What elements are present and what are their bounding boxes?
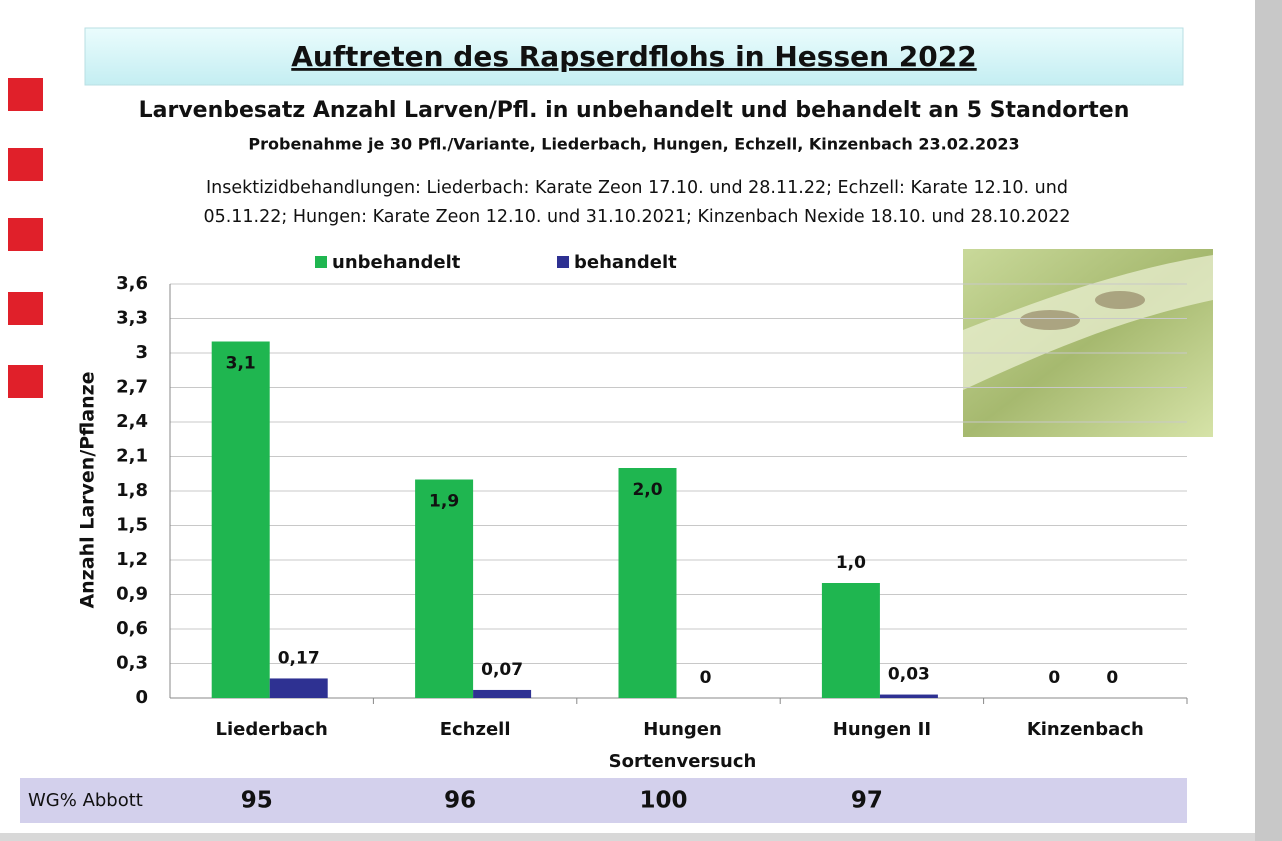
data-label: 3,1 [226, 354, 256, 374]
y-tick-label: 0,6 [116, 618, 148, 639]
data-label: 0 [700, 668, 712, 688]
abbott-value: 96 [444, 788, 476, 814]
y-tick-label: 3 [135, 342, 148, 363]
data-label: 1,9 [429, 492, 459, 512]
chart-title: Auftreten des Rapserdflohs in Hessen 202… [291, 40, 976, 73]
data-label: 0 [1106, 668, 1118, 688]
y-tick-label: 0,9 [116, 584, 148, 605]
y-tick-label: 1,2 [116, 549, 148, 570]
bar [211, 341, 270, 698]
data-label: 1,0 [836, 553, 866, 573]
y-tick-label: 3,3 [116, 308, 148, 329]
bar [879, 694, 938, 698]
y-tick-label: 1,8 [116, 480, 148, 501]
subtitle2: Probenahme je 30 Pfl./Variante, Liederba… [248, 135, 1019, 154]
bar [618, 468, 677, 698]
legend-swatch [315, 256, 327, 268]
y-tick-label: 0 [135, 687, 148, 708]
abbott-label: WG% Abbott [28, 790, 143, 811]
subtitle: Larvenbesatz Anzahl Larven/Pfl. in unbeh… [139, 98, 1130, 123]
x-tick-label: Sortenversuch [609, 751, 757, 772]
legend-swatch [557, 256, 569, 268]
y-tick-label: 0,3 [116, 653, 148, 674]
legend-label: behandelt [574, 252, 677, 273]
y-tick-label: 2,1 [116, 446, 148, 467]
decor [8, 78, 43, 398]
y-tick-label: 1,5 [116, 515, 148, 536]
bar [269, 678, 328, 698]
abbott-value: 95 [241, 788, 273, 814]
x-tick-label: Liederbach [216, 719, 328, 740]
abbott-value: 97 [851, 788, 883, 814]
x-tick-label: Kinzenbach [1027, 719, 1144, 740]
data-label: 2,0 [632, 480, 662, 500]
title-box [84, 27, 1184, 86]
legend-label: unbehandelt [332, 252, 461, 273]
y-axis-label: Anzahl Larven/Pflanze [77, 371, 99, 608]
y-tick-label: 2,4 [116, 411, 148, 432]
data-label: 0,17 [278, 648, 320, 668]
bar [415, 479, 474, 698]
y-tick-label: 3,6 [116, 273, 148, 294]
x-tick-label: Hungen [643, 719, 722, 740]
x-tick-label: Hungen II [833, 719, 931, 740]
bar [473, 689, 532, 698]
frame-edge [0, 833, 1255, 841]
photo [963, 249, 1213, 437]
abbott-value: 100 [639, 788, 687, 814]
frame-edge [1255, 0, 1282, 841]
data-label: 0,07 [481, 660, 523, 680]
y-tick-label: 2,7 [116, 377, 148, 398]
x-tick-label: Echzell [440, 719, 511, 740]
data-label: 0 [1048, 668, 1060, 688]
abbott-band [20, 778, 1187, 823]
note: Insektizidbehandlungen: Liederbach: Kara… [206, 178, 1068, 198]
data-label: 0,03 [888, 665, 930, 685]
note: 05.11.22; Hungen: Karate Zeon 12.10. und… [203, 207, 1070, 227]
bar [821, 583, 880, 698]
